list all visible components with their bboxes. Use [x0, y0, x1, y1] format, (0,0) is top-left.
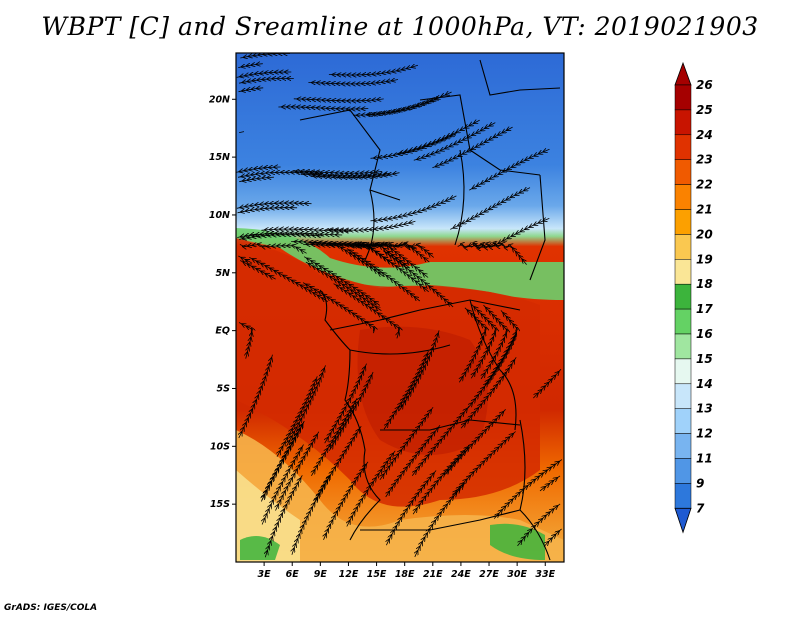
lon-tick-label: 12E — [339, 569, 359, 580]
colorbar-under-arrow — [674, 507, 692, 534]
lon-tick-label: 9E — [314, 569, 328, 580]
colorbar-label: 7 — [696, 501, 705, 515]
lat-tick-label: 20N — [209, 94, 230, 105]
longitude-axis: 3E 6E 9E 12E 15E 18E 21E 24E 27E 30E 33E — [258, 562, 556, 580]
colorbar-label: 11 — [696, 452, 713, 466]
colorbar-label: 13 — [696, 402, 713, 416]
country-borders — [299, 59, 561, 561]
streamline — [399, 330, 439, 411]
colorbar-label: 9 — [696, 476, 704, 490]
lat-tick-label: EQ — [215, 326, 230, 337]
streamline — [413, 123, 496, 161]
colorbar-swatch — [674, 458, 692, 484]
colorbar-swatch — [674, 234, 692, 260]
streamlines — [236, 54, 563, 558]
colorbar-label: 26 — [696, 78, 713, 92]
colorbar-swatch — [674, 483, 692, 509]
streamline — [236, 72, 292, 77]
streamline — [249, 257, 328, 301]
streamline — [471, 304, 496, 379]
streamline — [238, 255, 252, 263]
grads-credit: GrADS: IGES/COLA — [4, 603, 98, 613]
lon-tick-label: 27E — [479, 569, 499, 580]
hot-core — [357, 326, 488, 455]
colorbar-swatch — [674, 358, 692, 385]
streamline — [328, 65, 419, 75]
lat-tick-label: 10S — [210, 441, 230, 452]
lon-tick-label: 6E — [286, 569, 300, 580]
lat-tick-label: 15N — [209, 152, 230, 163]
streamline — [415, 482, 466, 558]
colorbar-label: 20 — [696, 227, 713, 241]
streamline — [469, 149, 550, 191]
colorbar-label: 14 — [696, 377, 713, 391]
colorbar-swatch — [674, 109, 692, 136]
lon-tick-label: 21E — [423, 569, 443, 580]
colorbar-swatch — [674, 383, 692, 409]
streamline — [533, 368, 562, 399]
colorbar-swatch — [674, 84, 692, 111]
transition-band — [236, 228, 564, 300]
map-title: WBPT [C] and Sreamline at 1000hPa, VT: 2… — [41, 12, 759, 41]
colorbar-swatch — [674, 209, 692, 235]
streamline — [239, 131, 245, 133]
colorbar-label: 21 — [696, 203, 713, 217]
streamline — [457, 243, 527, 265]
streamline — [347, 450, 396, 527]
latitude-axis: 20N 15N 10N 5N EQ 5S 10S 15S — [209, 94, 236, 510]
colorbar-label: 24 — [696, 128, 713, 142]
lon-tick-label: 30E — [507, 569, 527, 580]
streamline — [276, 431, 320, 511]
plot-frame — [235, 52, 565, 563]
lon-tick-label: 33E — [535, 569, 555, 580]
streamline — [237, 208, 298, 213]
streamline — [238, 322, 252, 359]
colorbar-label: 25 — [696, 103, 713, 117]
streamline — [382, 250, 454, 308]
colorbar-label: 18 — [696, 277, 713, 291]
colorbar-swatch — [674, 283, 692, 310]
colorbar-swatch — [674, 184, 692, 210]
streamline — [353, 97, 441, 115]
colorbar-label: 23 — [696, 153, 713, 167]
streamline — [443, 409, 506, 476]
streamline — [237, 172, 323, 177]
streamline — [239, 354, 273, 439]
streamline — [450, 188, 531, 230]
colorbar-swatch — [674, 433, 692, 459]
colorbar-label: 17 — [696, 302, 713, 316]
lat-tick-label: 10N — [209, 210, 230, 221]
colorbar: 26 25 24 23 22 21 20 19 18 17 16 15 14 13 12 11 9 7 — [674, 61, 713, 534]
colorbar-label: 22 — [696, 178, 713, 192]
map-plot-area — [236, 53, 564, 562]
colorbar-swatch — [674, 308, 692, 335]
streamline — [308, 80, 399, 84]
lon-tick-label: 24E — [451, 569, 471, 580]
colorbar-swatch — [674, 134, 692, 160]
colorbar-swatch — [674, 259, 692, 285]
colorbar-label: 19 — [696, 252, 713, 266]
lat-tick-label: 5S — [217, 383, 231, 394]
colorbar-over-arrow — [674, 61, 692, 86]
colorbar-label: 15 — [696, 352, 713, 366]
lon-tick-label: 3E — [258, 569, 272, 580]
streamline — [493, 459, 563, 519]
colorbar-swatch — [674, 159, 692, 185]
colorbar-label: 16 — [696, 327, 713, 341]
lon-tick-label: 15E — [367, 569, 387, 580]
streamline — [278, 107, 369, 109]
lat-tick-label: 5N — [215, 268, 230, 279]
streamline — [370, 196, 457, 221]
streamline — [386, 470, 437, 546]
streamline — [238, 88, 264, 92]
colorbar-swatch — [674, 408, 692, 434]
colorbar-label: 12 — [696, 427, 713, 441]
colorbar-swatch — [674, 333, 692, 360]
streamline — [239, 235, 324, 240]
lat-tick-label: 15S — [210, 499, 230, 510]
streamline — [238, 64, 263, 68]
lon-tick-label: 18E — [395, 569, 415, 580]
streamline — [311, 398, 358, 476]
